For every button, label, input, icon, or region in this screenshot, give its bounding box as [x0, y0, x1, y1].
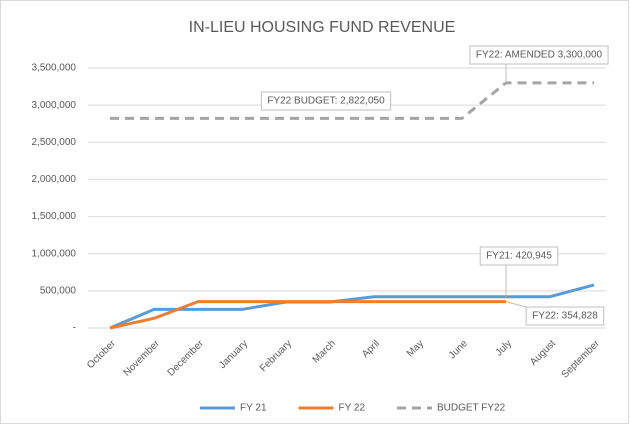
annotation: FY22 BUDGET: 2,822,050 — [267, 96, 385, 107]
y-tick-label: - — [73, 323, 76, 334]
annotation: FY21: 420,945 — [486, 251, 552, 262]
annotation-box — [525, 306, 605, 326]
y-tick-label: 1,000,000 — [32, 248, 77, 259]
annotation-leader — [505, 301, 527, 308]
y-tick-label: 2,500,000 — [32, 137, 77, 148]
chart-title: IN-LIEU HOUSING FUND REVENUE — [189, 19, 456, 36]
annotation-box — [479, 246, 559, 266]
y-tick-label: 2,000,000 — [32, 174, 77, 185]
annotation: FY22: 354,828 — [532, 311, 598, 322]
series-line — [110, 81, 594, 120]
y-tick-label: 1,500,000 — [32, 211, 77, 222]
legend-label: FY 22 — [339, 403, 366, 414]
legend-label: FY 21 — [240, 403, 267, 414]
annotation-box — [469, 45, 609, 65]
series-line — [109, 283, 595, 330]
annotation: FY22: AMENDED 3,300,000 — [476, 50, 603, 61]
annotation-box — [260, 91, 392, 111]
y-tick-label: 3,000,000 — [32, 100, 77, 111]
y-tick-label: 3,500,000 — [32, 63, 77, 74]
y-tick-label: 500,000 — [40, 285, 77, 296]
legend-label: BUDGET FY22 — [437, 403, 506, 414]
series-line — [109, 300, 506, 330]
